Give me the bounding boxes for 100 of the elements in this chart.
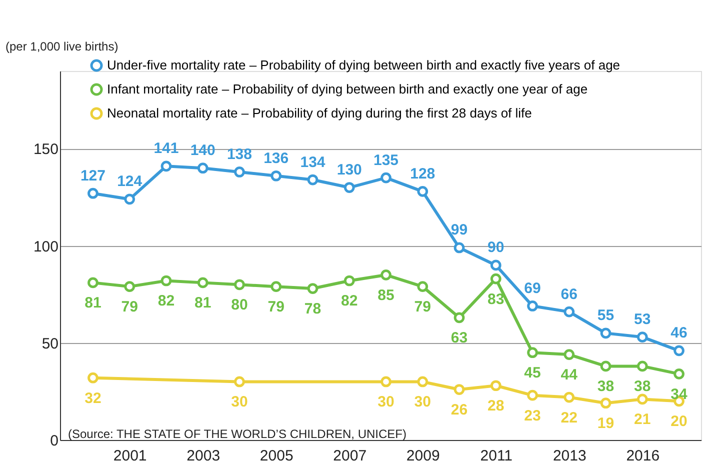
point bbox=[636, 332, 648, 342]
point bbox=[636, 394, 648, 405]
point bbox=[417, 281, 428, 292]
data-label: 78 bbox=[304, 300, 322, 318]
data-label: 140 bbox=[190, 142, 216, 160]
point bbox=[564, 306, 575, 318]
data-label: 44 bbox=[560, 366, 578, 384]
legend-label: Neonatal mortality rate – Probability of dying during the first 28 days of life bbox=[107, 106, 532, 120]
data-label: 20 bbox=[670, 413, 688, 430]
data-label: 46 bbox=[670, 324, 688, 342]
data-label: 79 bbox=[121, 298, 138, 316]
point bbox=[454, 312, 465, 324]
data-label: 32 bbox=[84, 390, 102, 407]
data-label: 90 bbox=[488, 239, 504, 256]
point bbox=[490, 260, 502, 271]
point bbox=[564, 392, 575, 403]
point bbox=[527, 300, 538, 312]
data-label: 21 bbox=[634, 411, 651, 428]
point bbox=[490, 380, 502, 392]
point bbox=[490, 273, 502, 284]
data-label: 63 bbox=[450, 330, 468, 347]
point bbox=[88, 188, 98, 199]
point bbox=[307, 283, 318, 294]
point bbox=[124, 281, 136, 292]
point bbox=[380, 172, 392, 184]
data-label: 22 bbox=[560, 409, 578, 426]
data-label: 81 bbox=[84, 294, 102, 312]
point bbox=[674, 345, 684, 356]
point bbox=[270, 170, 282, 182]
data-label: 38 bbox=[634, 378, 651, 396]
data-label: 66 bbox=[560, 286, 578, 303]
point bbox=[454, 384, 465, 395]
data-label: 138 bbox=[226, 146, 252, 163]
point bbox=[344, 182, 355, 193]
data-label: 136 bbox=[264, 150, 289, 167]
data-label: 38 bbox=[597, 378, 614, 396]
y-tick-label: 50 bbox=[42, 335, 58, 352]
data-label: 82 bbox=[341, 292, 358, 310]
data-label: 30 bbox=[378, 394, 394, 411]
data-label: 85 bbox=[378, 286, 394, 304]
data-label: 83 bbox=[488, 290, 504, 308]
y-tick-label: 0 bbox=[50, 432, 58, 450]
y-tick-label: 100 bbox=[33, 238, 58, 256]
point bbox=[380, 269, 392, 280]
point bbox=[600, 398, 612, 409]
data-label: 127 bbox=[80, 167, 106, 184]
point bbox=[307, 174, 318, 186]
data-label: 99 bbox=[450, 222, 468, 239]
x-tick-label: 2011 bbox=[480, 448, 513, 464]
point bbox=[527, 347, 538, 358]
point bbox=[600, 328, 612, 339]
point bbox=[88, 372, 98, 384]
x-tick-label: 2005 bbox=[260, 448, 294, 464]
data-label: 135 bbox=[373, 152, 399, 169]
point bbox=[417, 186, 428, 197]
point bbox=[234, 376, 245, 388]
y-tick-label: 150 bbox=[33, 141, 58, 158]
point bbox=[160, 160, 172, 172]
point bbox=[270, 281, 282, 292]
point bbox=[234, 279, 245, 290]
x-tick-label: 2007 bbox=[333, 448, 367, 464]
x-tick-label: 2009 bbox=[406, 448, 440, 464]
data-label: 79 bbox=[414, 298, 431, 316]
legend-label: Under-five mortality rate – Probability of dying between birth and exactly five years of age bbox=[107, 58, 620, 72]
point bbox=[636, 360, 648, 372]
point bbox=[197, 162, 208, 174]
data-label: 28 bbox=[488, 398, 504, 415]
point bbox=[234, 166, 245, 178]
annotation: (Source: THE STATE OF THE WORLD’S CHILDREN, UNICEF) bbox=[68, 427, 406, 441]
x-tick-label: 2001 bbox=[113, 448, 147, 464]
data-label: 141 bbox=[154, 140, 179, 158]
legend-label: Infant mortality rate – Probability of dying between birth and exactly one year of age bbox=[107, 82, 588, 96]
x-tick-label: 2016 bbox=[626, 448, 660, 464]
data-label: 128 bbox=[410, 165, 436, 182]
point bbox=[124, 194, 136, 205]
point bbox=[454, 242, 465, 254]
data-label: 26 bbox=[450, 402, 468, 419]
data-label: 69 bbox=[524, 280, 541, 297]
data-label: 79 bbox=[268, 298, 284, 316]
data-label: 55 bbox=[597, 307, 614, 324]
data-label: 30 bbox=[414, 394, 431, 411]
point bbox=[417, 376, 428, 388]
data-label: 134 bbox=[300, 154, 326, 171]
point bbox=[88, 277, 98, 288]
data-label: 30 bbox=[231, 394, 248, 411]
data-label: 130 bbox=[336, 162, 362, 179]
x-tick-label: 2013 bbox=[552, 448, 586, 464]
data-label: 82 bbox=[158, 292, 175, 310]
point bbox=[564, 349, 575, 360]
data-label: 23 bbox=[524, 407, 541, 424]
point bbox=[197, 277, 208, 288]
point bbox=[527, 390, 538, 401]
y-axis-title: (per 1,000 live births) bbox=[6, 40, 118, 54]
point bbox=[344, 275, 355, 286]
data-label: 124 bbox=[117, 173, 143, 190]
data-label: 81 bbox=[194, 294, 212, 312]
data-label: 80 bbox=[231, 296, 248, 314]
point bbox=[160, 275, 172, 286]
data-label: 53 bbox=[634, 311, 651, 328]
x-tick-label: 2003 bbox=[186, 448, 220, 464]
